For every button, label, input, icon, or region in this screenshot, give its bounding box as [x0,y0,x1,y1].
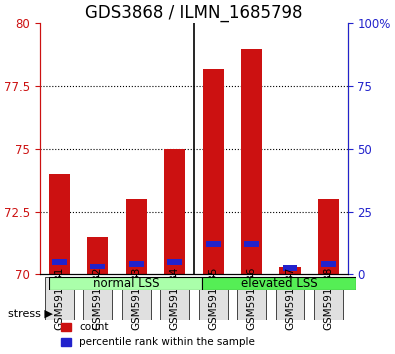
Bar [283,265,297,271]
Bar [321,262,336,267]
Bar [279,267,301,274]
Text: GSM591783: GSM591783 [131,267,141,330]
Text: GSM591788: GSM591788 [324,267,333,330]
Text: GSM591785: GSM591785 [208,267,218,330]
FancyBboxPatch shape [276,277,305,320]
FancyBboxPatch shape [49,277,202,290]
Text: GSM591784: GSM591784 [169,267,180,330]
Bar [244,241,259,247]
Text: GSM591781: GSM591781 [54,267,64,330]
Title: GDS3868 / ILMN_1685798: GDS3868 / ILMN_1685798 [85,4,303,22]
FancyBboxPatch shape [160,277,189,320]
Bar [49,174,70,274]
FancyBboxPatch shape [83,277,112,320]
Text: GSM591786: GSM591786 [246,267,257,330]
Text: stress ▶: stress ▶ [8,308,53,318]
FancyBboxPatch shape [202,277,356,290]
Legend: count, percentile rank within the sample: count, percentile rank within the sample [60,322,255,347]
FancyBboxPatch shape [314,277,343,320]
Text: GSM591782: GSM591782 [93,267,103,330]
FancyBboxPatch shape [199,277,228,320]
Text: normal LSS: normal LSS [93,277,159,290]
Text: elevated LSS: elevated LSS [241,277,317,290]
Bar [167,259,182,265]
Bar [87,237,108,274]
FancyBboxPatch shape [45,277,74,320]
Bar [52,259,67,265]
Bar [318,199,339,274]
Bar [206,241,220,247]
FancyBboxPatch shape [122,277,150,320]
Bar [164,149,185,274]
Bar [241,48,262,274]
Bar [90,264,105,269]
Bar [126,199,147,274]
Text: GSM591787: GSM591787 [285,267,295,330]
Bar [203,69,224,274]
FancyBboxPatch shape [237,277,266,320]
Bar [129,262,143,267]
